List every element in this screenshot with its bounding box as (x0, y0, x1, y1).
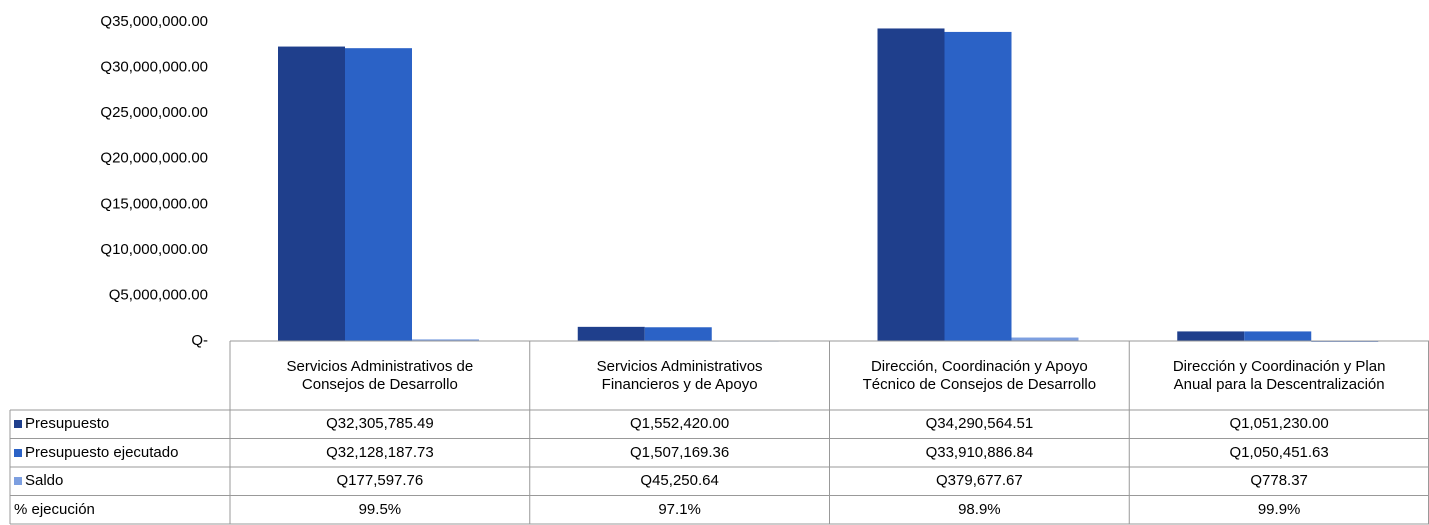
table-cell: Q34,290,564.51 (925, 415, 1034, 433)
y-tick-label: Q10,000,000.00 (100, 241, 208, 258)
bar (644, 327, 712, 341)
row-label: Saldo (10, 467, 230, 496)
category-text: Servicios Administrativos Financieros y … (596, 357, 763, 393)
table-cell: Q177,597.76 (336, 472, 424, 490)
legend-swatch (14, 420, 22, 429)
y-tick-label: Q20,000,000.00 (100, 150, 208, 167)
legend-label: Saldo (25, 472, 64, 490)
table-cell: Q1,051,230.00 (1229, 415, 1329, 433)
table-cell: Q32,305,785.49 (326, 415, 434, 433)
category-label: Servicios Administrativos Financieros y … (530, 341, 830, 410)
bar (944, 31, 1012, 342)
table-cell: 98.9% (958, 500, 1001, 518)
table-cell: Q1,507,169.36 (629, 443, 730, 461)
category-text: Dirección y Coordinación y Plan Anual pa… (1172, 357, 1386, 393)
table-cell: Q1,050,451.63 (1229, 443, 1329, 461)
table-cell: Q778.37 (1250, 472, 1308, 490)
legend-label: Presupuesto ejecutado (25, 443, 179, 461)
row-label: Presupuesto (10, 410, 230, 439)
category-text: Servicios Administrativos de Consejos de… (286, 357, 474, 393)
table-cell: Q32,128,187.73 (326, 443, 434, 461)
legend-swatch (14, 448, 22, 457)
category-label: Servicios Administrativos de Consejos de… (230, 341, 530, 410)
table-cell: Q379,677.67 (936, 472, 1023, 490)
bar (1011, 337, 1079, 341)
table-cell: Q45,250.64 (640, 472, 719, 490)
table-cell: Q1,552,420.00 (629, 415, 730, 433)
y-tick-label: Q- (191, 332, 208, 349)
legend-swatch (14, 477, 22, 486)
bar (577, 326, 645, 341)
row-label: Presupuesto ejecutado (10, 439, 230, 468)
table-cell: Q33,910,886.84 (925, 443, 1034, 461)
bar (278, 46, 345, 341)
bar (1177, 331, 1245, 341)
y-tick-label: Q25,000,000.00 (100, 104, 208, 121)
bar (412, 339, 479, 341)
bar (1244, 331, 1312, 341)
y-tick-label: Q5,000,000.00 (109, 286, 208, 303)
legend-label: Presupuesto (25, 415, 110, 433)
table-cell: 97.1% (658, 500, 701, 518)
row-label: % ejecución (10, 496, 230, 525)
legend-label: % ejecución (14, 500, 95, 518)
bar (345, 48, 412, 341)
bar (877, 28, 945, 341)
y-tick-label: Q15,000,000.00 (100, 195, 208, 212)
category-text: Dirección, Coordinación y Apoyo Técnico … (862, 357, 1097, 393)
y-tick-label: Q35,000,000.00 (100, 13, 208, 30)
y-tick-label: Q30,000,000.00 (100, 59, 208, 76)
table-cell: 99.5% (358, 500, 402, 518)
category-label: Dirección y Coordinación y Plan Anual pa… (1129, 341, 1429, 410)
category-label: Dirección, Coordinación y Apoyo Técnico … (830, 341, 1130, 410)
table-cell: 99.9% (1257, 500, 1301, 518)
